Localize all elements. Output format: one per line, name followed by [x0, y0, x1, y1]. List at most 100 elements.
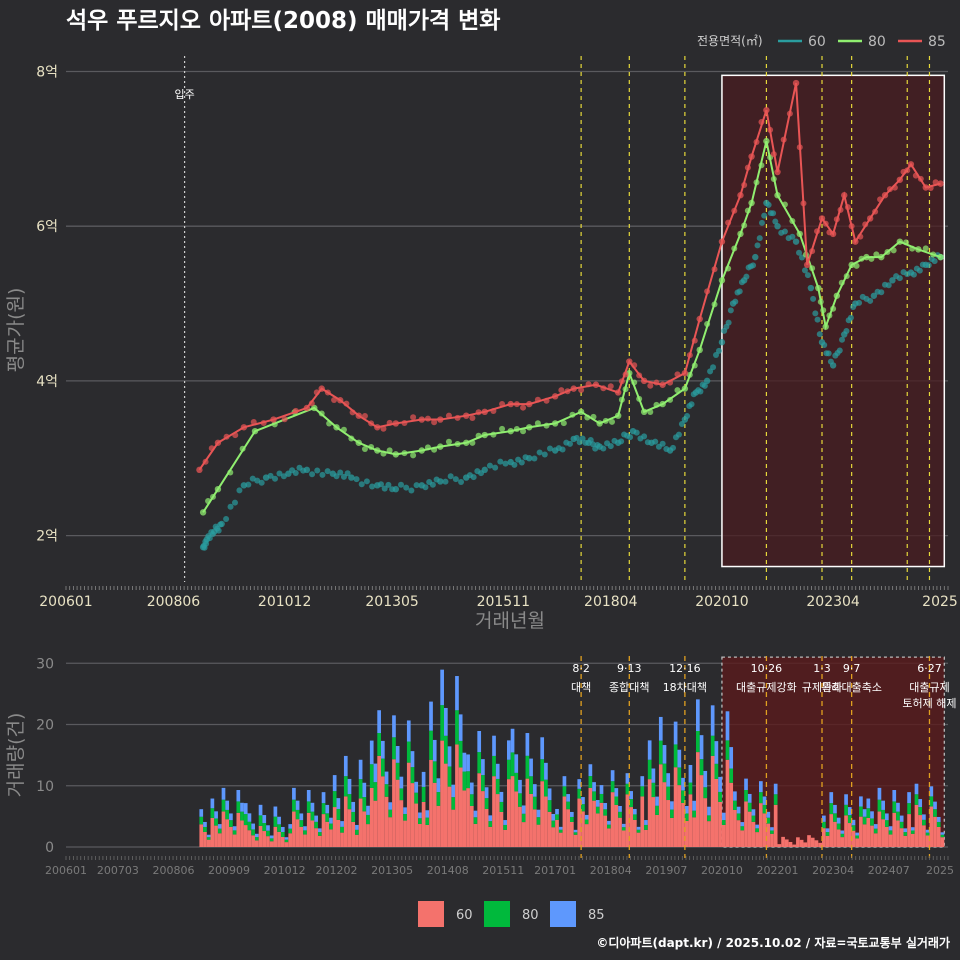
volume-bar — [510, 752, 515, 777]
volume-bar — [262, 831, 267, 847]
volume-bar — [714, 741, 719, 764]
volume-bar — [532, 809, 537, 847]
volume-bar — [692, 817, 696, 847]
volume-bar — [355, 829, 359, 835]
volume-bar — [373, 800, 378, 847]
data-point — [381, 485, 388, 492]
volume-bar — [855, 835, 860, 839]
volume-bar — [773, 783, 778, 795]
volume-bar — [243, 803, 248, 815]
volume-bar — [203, 826, 207, 832]
volume-bar — [733, 809, 737, 847]
volume-bar — [918, 799, 923, 808]
volume-bar — [436, 778, 441, 793]
volume-bar — [896, 811, 900, 821]
data-point — [458, 478, 465, 485]
volume-bar — [822, 828, 826, 847]
volume-bar — [881, 800, 885, 810]
data-point — [836, 347, 843, 354]
volume-bar — [710, 755, 715, 847]
data-point — [713, 351, 720, 358]
volume-bar — [870, 811, 874, 819]
volume-bar — [266, 830, 270, 837]
volume-bar — [910, 833, 915, 847]
data-point — [348, 474, 355, 481]
data-point — [236, 487, 243, 494]
data-point — [847, 314, 854, 321]
volume-bar — [714, 763, 719, 779]
volume-bar — [699, 759, 704, 776]
volume-bar — [458, 714, 463, 741]
volume-bar — [414, 803, 419, 847]
volume-bar — [221, 799, 226, 812]
volume-bar — [784, 839, 789, 847]
volume-bar — [521, 813, 526, 823]
volume-bar — [303, 830, 307, 835]
volume-bar — [621, 830, 626, 847]
volume-bar — [469, 782, 474, 795]
volume-bar — [673, 767, 678, 847]
volume-bar — [384, 784, 389, 797]
data-point — [647, 382, 654, 389]
data-point — [511, 461, 518, 468]
y-tick-label: 0 — [45, 840, 54, 856]
y-tick-label: 20 — [36, 718, 54, 734]
volume-bar — [647, 779, 652, 847]
data-point — [358, 481, 365, 488]
volume-bar — [666, 786, 671, 801]
volume-bar — [310, 811, 315, 821]
legend-swatch — [484, 901, 510, 927]
volume-bar — [358, 798, 363, 847]
data-point — [303, 466, 311, 474]
data-point — [703, 377, 711, 385]
data-point — [333, 473, 340, 480]
volume-bar — [369, 740, 374, 765]
volume-bar — [544, 796, 548, 847]
volume-bar — [584, 814, 589, 820]
volume-bar — [332, 807, 337, 847]
volume-bar — [881, 819, 885, 847]
volume-bar — [429, 730, 433, 760]
volume-bar — [347, 809, 352, 847]
volume-bar — [688, 782, 693, 795]
volume-bar — [306, 812, 311, 847]
volume-bar — [688, 794, 693, 847]
data-point — [573, 434, 580, 441]
volume-bar — [681, 777, 685, 791]
volume-bar — [277, 824, 281, 832]
volume-bar — [343, 796, 348, 847]
volume-bar — [477, 730, 482, 753]
volume-bar — [581, 797, 585, 805]
volume-bar — [766, 823, 771, 847]
volume-bar — [536, 809, 541, 818]
volume-bar — [710, 705, 715, 736]
volume-bar — [733, 791, 737, 801]
volume-bar — [803, 842, 808, 847]
volume-bar — [729, 768, 734, 783]
volume-bar — [336, 819, 341, 847]
volume-bar — [925, 835, 930, 847]
data-point — [765, 201, 772, 208]
volume-bar — [240, 820, 244, 847]
data-point — [678, 420, 685, 427]
legend-label: 60 — [456, 908, 473, 923]
volume-bar — [247, 830, 252, 847]
volume-bar — [662, 782, 667, 847]
volume-bar — [673, 744, 678, 768]
volume-bar — [866, 817, 871, 847]
volume-bar — [225, 819, 230, 847]
volume-bar — [429, 759, 433, 847]
move-in-label: 입주 — [174, 88, 194, 101]
volume-bar — [488, 821, 493, 827]
data-point — [743, 273, 750, 280]
volume-bar — [736, 820, 741, 847]
data-point — [688, 401, 695, 408]
volume-bar — [766, 811, 771, 818]
price-legend: 전용면적(㎡) 60 80 85 — [697, 34, 946, 50]
volume-bar — [940, 837, 945, 847]
volume-bar — [595, 800, 600, 807]
volume-bar — [610, 770, 615, 782]
volume-bar — [710, 735, 715, 756]
data-point — [600, 445, 607, 452]
volume-bar — [425, 824, 430, 847]
